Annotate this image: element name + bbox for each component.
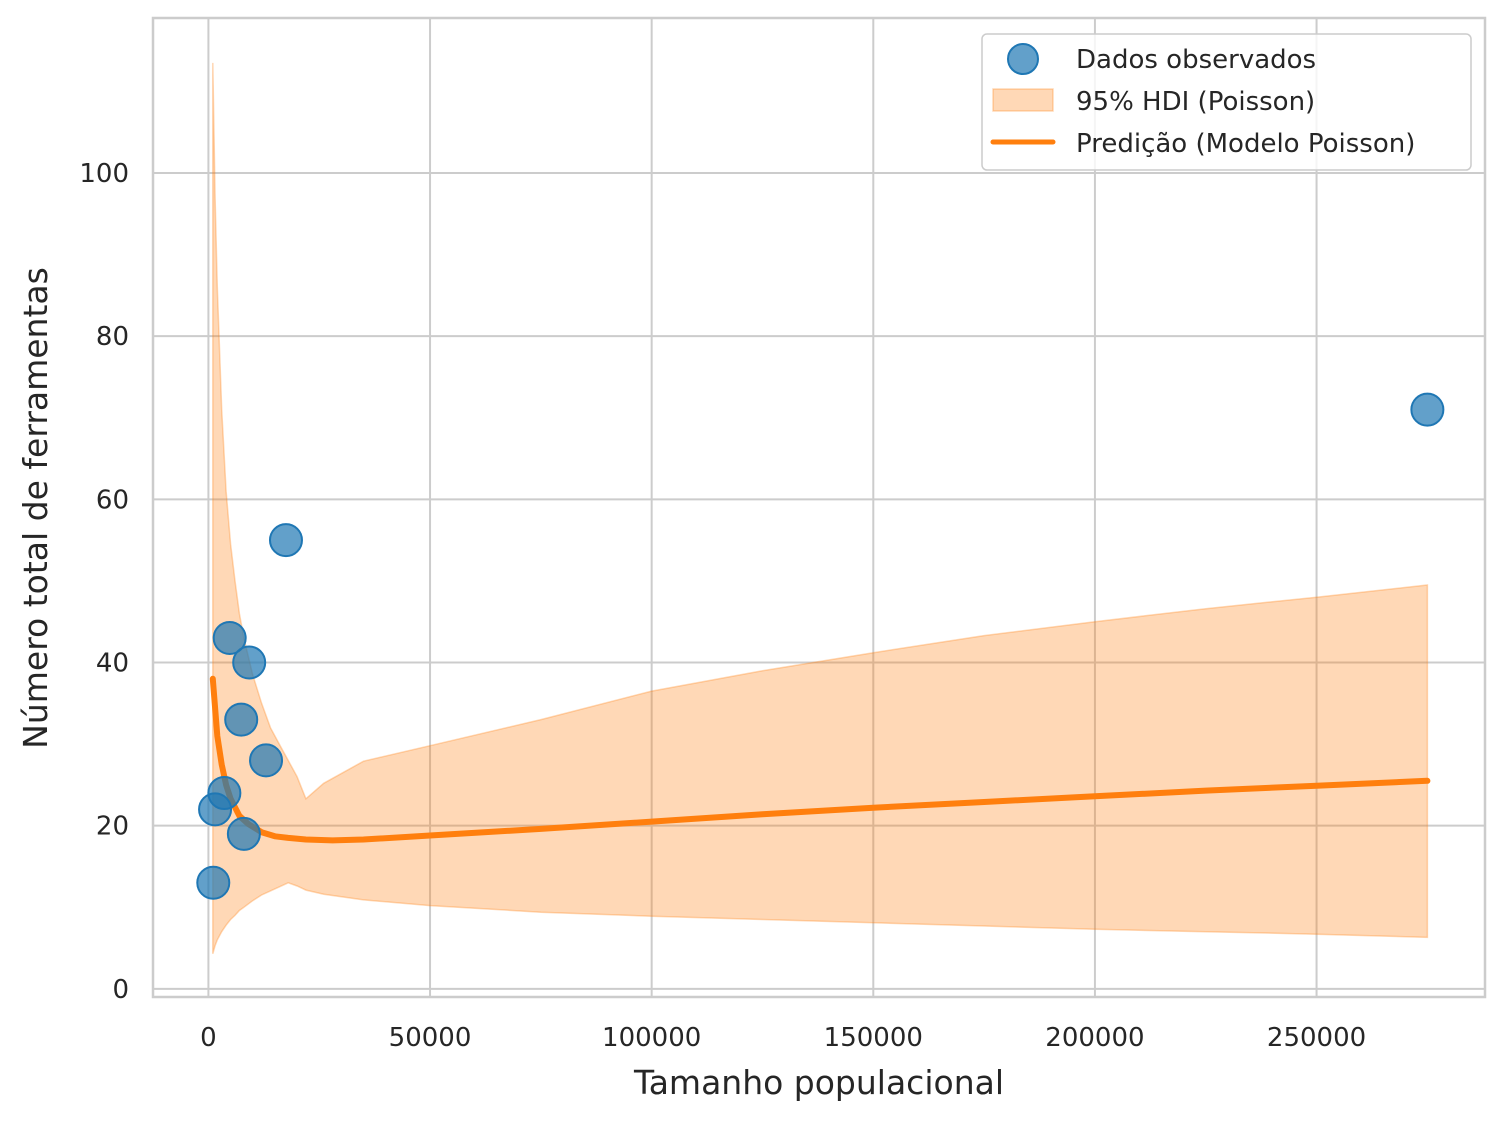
axes-layer (151, 16, 1487, 999)
observed-point (212, 621, 247, 656)
y-tick-label: 80 (96, 322, 129, 352)
points-layer (196, 392, 1445, 900)
y-tick-label: 100 (79, 159, 129, 189)
y-axis-label: Número total de ferramentas (16, 267, 55, 749)
legend-prediction-label: Predição (Modelo Poisson) (1076, 129, 1415, 159)
x-tick-label: 50000 (389, 1023, 472, 1053)
legend-frame (981, 33, 1472, 171)
x-axis-label: Tamanho populacional (633, 1063, 1004, 1102)
grid-layer (153, 18, 1485, 997)
observed-point (232, 645, 267, 680)
legend-observed-marker (1007, 43, 1039, 75)
legend-observed-label: Dados observados (1076, 45, 1316, 75)
observed-point (207, 776, 242, 811)
legend: Dados observados 95% HDI (Poisson) Predi… (981, 33, 1472, 171)
ticks-layer: 0 50000 100000 150000 200000 250000 0 20 40 60 80 1… (79, 159, 1366, 1053)
y-tick-label: 20 (96, 812, 129, 842)
x-tick-label: 100000 (602, 1023, 701, 1053)
x-tick-label: 200000 (1045, 1023, 1144, 1053)
observed-point (249, 743, 284, 778)
axes-frame (151, 16, 1487, 999)
y-tick-label: 60 (96, 485, 129, 515)
x-tick-label: 0 (200, 1023, 217, 1053)
x-tick-label: 150000 (824, 1023, 923, 1053)
observed-point (224, 702, 259, 737)
observed-point (196, 865, 231, 900)
legend-hdi-swatch (992, 88, 1054, 112)
x-tick-label: 250000 (1267, 1023, 1366, 1053)
hdi-layer (212, 62, 1429, 955)
legend-hdi-label: 95% HDI (Poisson) (1076, 87, 1315, 117)
hdi-band (212, 62, 1429, 955)
y-tick-label: 0 (112, 975, 129, 1005)
observed-point (1410, 392, 1445, 427)
observed-point (226, 816, 261, 851)
observed-point (268, 523, 303, 558)
y-tick-label: 40 (96, 649, 129, 679)
